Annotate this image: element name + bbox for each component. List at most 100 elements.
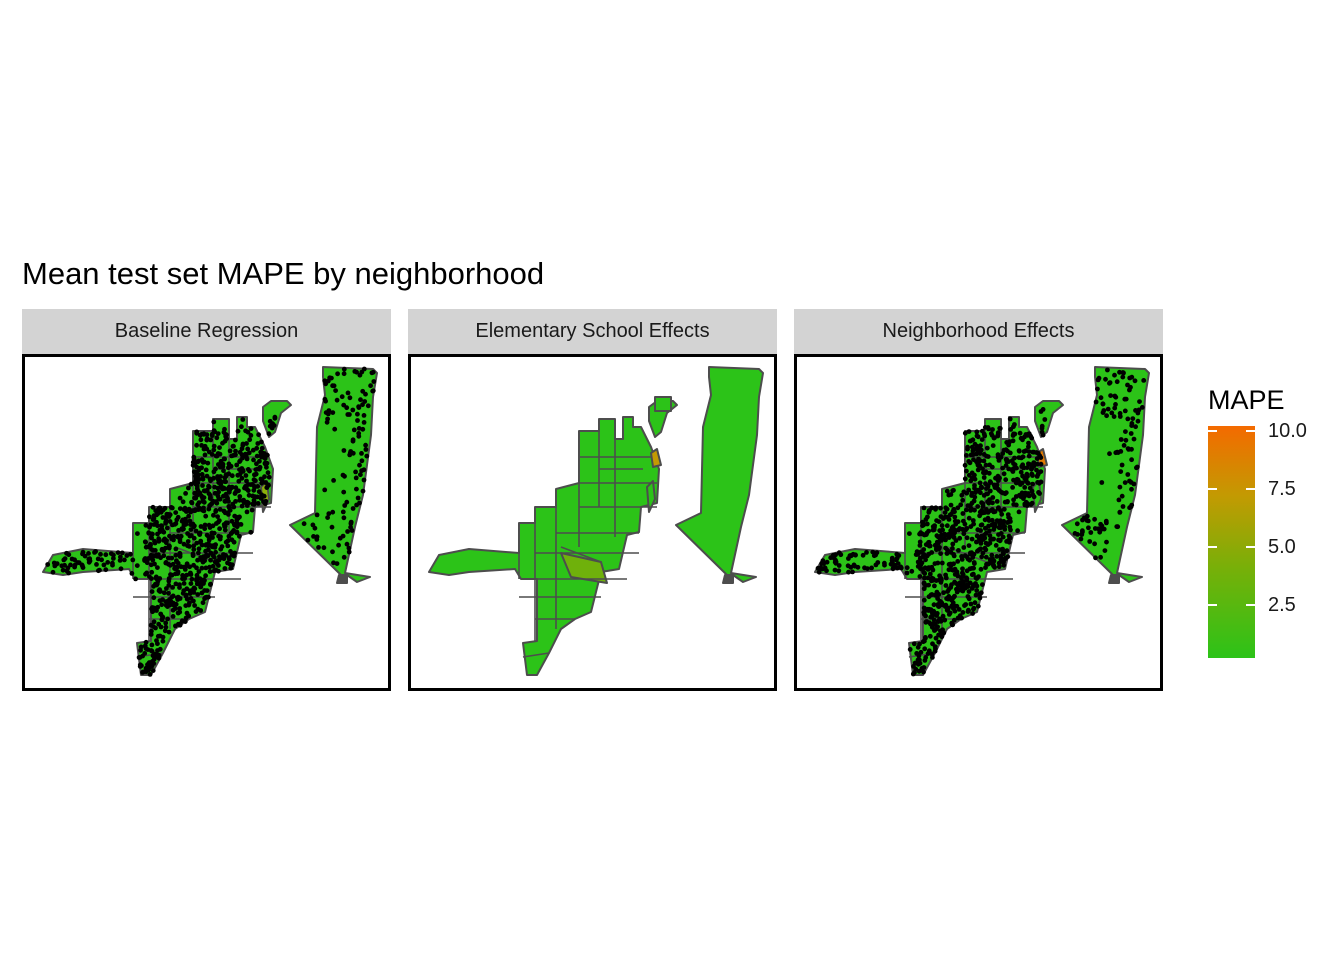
sale-point: [211, 419, 217, 425]
sale-point: [217, 536, 223, 542]
sale-point: [952, 514, 958, 520]
sale-point: [155, 565, 160, 570]
legend-colorbar: [1208, 426, 1255, 658]
sale-point: [258, 449, 264, 455]
sale-point: [355, 495, 361, 501]
sale-point: [239, 424, 244, 430]
sale-point: [983, 525, 989, 531]
sale-point: [935, 534, 941, 540]
sale-point: [169, 505, 175, 511]
sale-point: [255, 441, 261, 446]
sale-point: [980, 582, 985, 587]
sale-point: [962, 462, 968, 468]
sale-point: [233, 485, 239, 491]
sale-point: [204, 437, 210, 443]
sale-point: [932, 583, 937, 589]
sale-point: [237, 497, 243, 503]
sale-point: [214, 435, 220, 441]
sale-point: [832, 567, 838, 573]
sale-point: [236, 478, 242, 484]
sale-point: [1078, 536, 1084, 542]
sale-point: [194, 483, 200, 489]
sale-point: [923, 655, 929, 660]
sale-point: [148, 632, 154, 637]
sale-point: [184, 596, 190, 602]
sale-point: [1126, 447, 1132, 452]
sale-point: [353, 475, 359, 481]
sale-point: [361, 420, 367, 425]
sale-point: [1118, 437, 1124, 442]
sale-point: [188, 570, 193, 576]
sale-point: [340, 509, 346, 515]
sale-point: [323, 410, 329, 415]
sale-point: [934, 613, 939, 618]
sale-point: [1011, 424, 1016, 430]
legend-tick-label: 2.5: [1268, 593, 1296, 616]
sale-point: [237, 471, 243, 477]
sale-point: [201, 581, 206, 586]
sale-point: [358, 397, 363, 403]
sale-point: [1098, 395, 1104, 401]
sale-point: [976, 456, 981, 462]
sale-point: [949, 622, 955, 628]
sale-point: [223, 479, 229, 485]
sale-point: [128, 551, 133, 557]
sale-point: [997, 425, 1003, 431]
sale-point: [938, 628, 943, 634]
sale-point: [933, 506, 938, 512]
sale-point: [166, 512, 171, 517]
sale-point: [229, 473, 235, 479]
sale-point: [134, 563, 140, 568]
sale-point: [183, 521, 189, 527]
sale-point: [350, 438, 356, 444]
high-mape-tract: [650, 448, 662, 468]
sale-point: [926, 539, 932, 545]
sale-point: [137, 662, 143, 668]
sale-point: [947, 610, 953, 616]
sale-point: [975, 467, 981, 473]
tract-boundary: [522, 652, 550, 658]
sale-point: [199, 493, 204, 499]
sale-point: [243, 473, 249, 478]
sale-point: [985, 499, 990, 505]
sale-point: [341, 371, 347, 377]
sale-point: [981, 493, 987, 498]
sale-point: [361, 467, 367, 473]
sale-point: [918, 530, 924, 536]
sale-point: [211, 512, 216, 518]
sale-point: [1085, 518, 1091, 524]
sale-point: [208, 437, 214, 443]
sale-point: [235, 428, 241, 434]
sale-point: [987, 533, 993, 538]
sale-point: [216, 568, 221, 574]
sale-point: [221, 552, 226, 557]
sale-point: [265, 470, 271, 476]
sale-point: [1139, 405, 1145, 410]
sale-point: [148, 648, 154, 653]
sale-point: [124, 553, 130, 558]
sale-point: [1002, 527, 1008, 532]
sale-point: [1112, 393, 1118, 399]
sale-point: [1103, 376, 1108, 382]
sale-point: [181, 581, 187, 586]
sale-point: [853, 552, 858, 558]
sale-point: [974, 588, 980, 593]
sale-point: [914, 651, 920, 656]
sale-point: [194, 430, 200, 436]
small-tract: [654, 396, 672, 412]
sale-point: [1013, 494, 1019, 499]
sale-point: [1121, 443, 1127, 448]
sale-point: [266, 474, 272, 480]
sale-point: [981, 458, 987, 464]
sale-point: [221, 493, 226, 499]
sale-point: [1120, 374, 1126, 380]
sale-point: [993, 543, 999, 548]
sale-point: [955, 559, 961, 564]
sale-point: [206, 483, 211, 489]
sale-point: [350, 506, 356, 511]
sale-point: [234, 462, 240, 468]
sale-point: [1024, 471, 1030, 477]
sale-point: [1081, 515, 1087, 521]
sale-point: [941, 590, 946, 596]
sale-point: [355, 411, 360, 417]
